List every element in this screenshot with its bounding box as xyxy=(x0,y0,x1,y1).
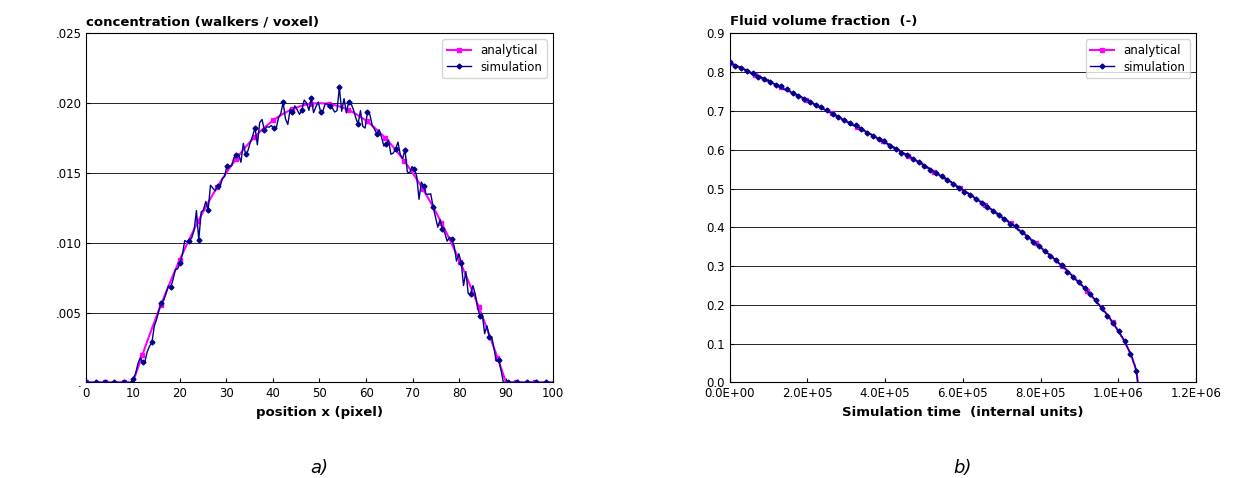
simulation xyxy=(919,164,933,170)
analytical xyxy=(535,380,550,385)
analytical xyxy=(959,190,974,196)
simulation xyxy=(165,277,180,282)
simulation xyxy=(508,380,523,385)
simulation xyxy=(965,194,980,199)
simulation xyxy=(524,380,539,385)
Line: analytical: analytical xyxy=(727,60,1141,385)
Legend: analytical, simulation: analytical, simulation xyxy=(443,39,546,78)
Legend: analytical, simulation: analytical, simulation xyxy=(1086,39,1190,78)
analytical xyxy=(303,101,318,107)
simulation xyxy=(97,380,112,385)
analytical xyxy=(79,380,94,385)
analytical xyxy=(301,101,316,107)
Line: analytical: analytical xyxy=(84,101,555,385)
Text: a): a) xyxy=(311,459,328,477)
simulation xyxy=(916,163,931,168)
simulation xyxy=(723,59,737,65)
analytical xyxy=(1131,380,1145,385)
Line: simulation: simulation xyxy=(727,60,1139,384)
simulation xyxy=(1121,346,1136,351)
simulation xyxy=(203,183,218,188)
analytical xyxy=(358,117,372,122)
simulation xyxy=(332,85,346,90)
analytical xyxy=(983,206,997,211)
Text: Fluid volume fraction  (-): Fluid volume fraction (-) xyxy=(730,15,917,28)
analytical xyxy=(970,197,985,203)
simulation xyxy=(107,380,122,385)
Line: simulation: simulation xyxy=(85,86,555,384)
Text: b): b) xyxy=(953,459,972,477)
analytical xyxy=(332,104,346,109)
X-axis label: position x (pixel): position x (pixel) xyxy=(256,406,383,419)
simulation xyxy=(545,380,560,385)
X-axis label: Simulation time  (internal units): Simulation time (internal units) xyxy=(842,406,1084,419)
Text: concentration (walkers / voxel): concentration (walkers / voxel) xyxy=(86,15,319,28)
analytical xyxy=(723,60,737,65)
simulation xyxy=(943,179,958,185)
analytical xyxy=(747,72,762,77)
analytical xyxy=(1074,282,1089,287)
analytical xyxy=(312,100,327,106)
analytical xyxy=(1032,243,1047,249)
analytical xyxy=(545,380,560,385)
analytical xyxy=(462,281,477,287)
simulation xyxy=(79,380,94,385)
simulation xyxy=(1057,265,1071,271)
simulation xyxy=(1131,380,1145,385)
